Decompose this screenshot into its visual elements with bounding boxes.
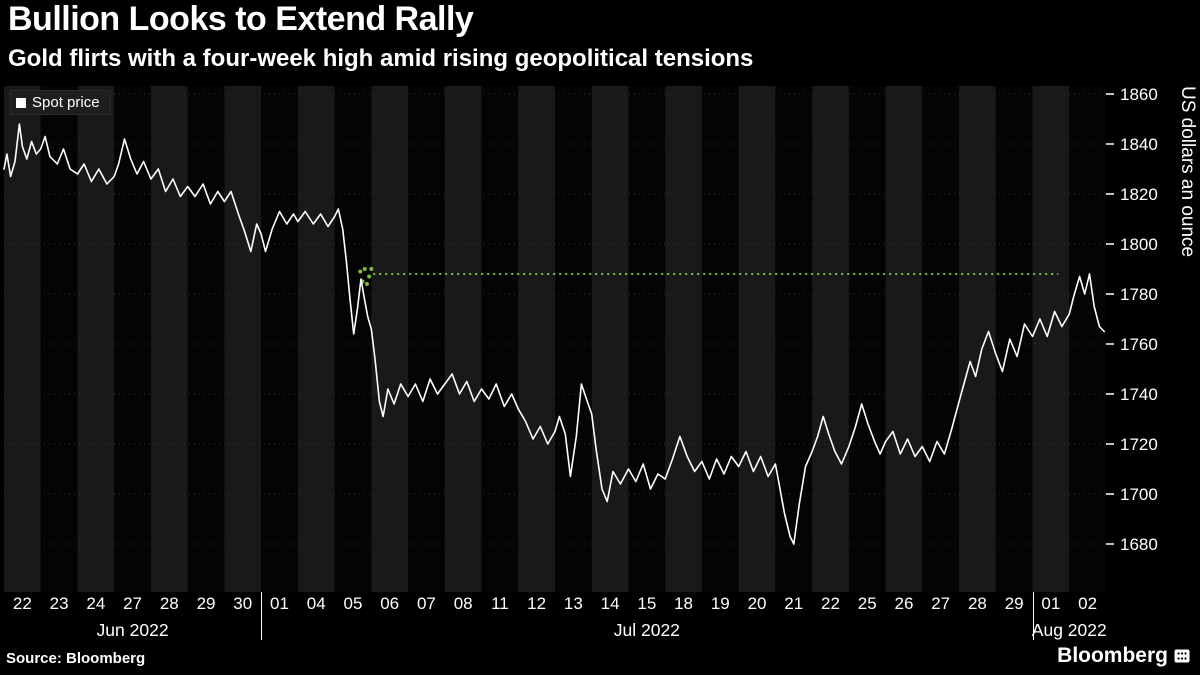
price-line [3, 123, 1105, 545]
y-tick-label: 1720 [1120, 435, 1158, 454]
reference-marker [362, 267, 367, 271]
y-tick-label: 1840 [1120, 135, 1158, 154]
day-band [150, 86, 188, 592]
x-tick-label: 05 [343, 594, 363, 613]
day-band [1069, 86, 1106, 592]
x-tick-label: 22 [12, 594, 32, 613]
bloomberg-wordmark: Bloomberg [1057, 644, 1190, 668]
bloomberg-wordmark-text: Bloomberg [1057, 644, 1168, 667]
day-band [4, 86, 41, 592]
x-tick-label: 30 [233, 594, 253, 613]
x-tick-label: 27 [123, 594, 143, 613]
month-label: Jun 2022 [96, 620, 169, 640]
day-band [922, 86, 960, 592]
day-band [77, 86, 115, 592]
page-title: Bullion Looks to Extend Rally [8, 0, 474, 38]
x-tick-label: 27 [931, 594, 951, 613]
legend: Spot price [10, 90, 111, 115]
x-tick-label: 23 [49, 594, 69, 613]
x-tick-label: 14 [600, 594, 620, 613]
x-tick-label: 15 [637, 594, 657, 613]
day-band [408, 86, 445, 592]
x-axis: 22 23 24 27 28 29 30 Jun 2022 01 04 05 06 07 08 11 12 13… [0, 592, 1200, 652]
reference-marker [358, 269, 363, 274]
x-tick-label: 13 [563, 594, 583, 613]
x-tick-label: 01 [1041, 594, 1061, 613]
day-band [371, 86, 409, 592]
day-band [518, 86, 555, 592]
day-band [555, 86, 592, 592]
x-tick-label: 04 [306, 594, 326, 613]
day-band [114, 86, 151, 592]
month-separator [1032, 592, 1034, 640]
x-tick-label: 02 [1078, 594, 1098, 613]
x-tick-label: 01 [270, 594, 289, 613]
month-separator [261, 592, 263, 640]
day-band [701, 86, 739, 592]
reference-marker [369, 267, 374, 271]
x-tick-label: 25 [857, 594, 877, 613]
reference-marker [367, 274, 372, 279]
day-band [885, 86, 923, 592]
month-label: Aug 2022 [1031, 620, 1107, 640]
bloomberg-logo-icon [1174, 649, 1190, 663]
day-band [848, 86, 886, 592]
reference-marker [364, 282, 369, 286]
legend-label: Spot price [32, 94, 100, 111]
x-tick-label: 29 [1004, 594, 1024, 613]
chart-subtitle: Gold flirts with a four-week high amid r… [8, 45, 754, 72]
x-tick-label: 07 [416, 594, 436, 613]
x-tick-label: 21 [784, 594, 804, 613]
day-band [995, 86, 1033, 592]
x-tick-label: 18 [674, 594, 694, 613]
day-band [481, 86, 519, 592]
day-band [297, 86, 335, 592]
day-band [959, 86, 996, 592]
day-band [665, 86, 702, 592]
legend-swatch-icon [16, 97, 26, 108]
y-tick-label: 1740 [1120, 385, 1158, 404]
x-tick-label: 20 [747, 594, 767, 613]
day-band [40, 86, 78, 592]
x-tick-label: 11 [491, 594, 509, 613]
day-band [444, 86, 482, 592]
x-tick-label: 19 [710, 594, 730, 613]
source-attribution: Source: Bloomberg [6, 650, 146, 667]
day-band [591, 86, 629, 592]
gold-spot-price-chart: 1860 1840 1820 1800 1780 1760 1740 1720 1700 1680 [3, 86, 1158, 592]
day-band [224, 86, 262, 592]
y-axis-title: US dollars an ounce [1177, 86, 1198, 258]
month-label: Jul 2022 [613, 620, 680, 640]
day-band [187, 86, 225, 592]
y-tick-label: 1780 [1120, 285, 1158, 304]
y-tick-label: 1680 [1120, 535, 1158, 554]
day-band [1032, 86, 1070, 592]
y-tick-label: 1760 [1120, 335, 1158, 354]
x-tick-label: 22 [821, 594, 840, 613]
x-tick-label: 26 [894, 594, 914, 613]
y-tick-label: 1700 [1120, 485, 1158, 504]
day-band [628, 86, 666, 592]
x-tick-label: 08 [453, 594, 473, 613]
day-band [334, 86, 372, 592]
day-band [812, 86, 849, 592]
x-tick-label: 29 [196, 594, 216, 613]
x-tick-label: 24 [86, 594, 106, 613]
y-tick-label: 1860 [1120, 86, 1158, 104]
x-tick-label: 06 [380, 594, 400, 613]
day-band [738, 86, 776, 592]
x-tick-label: 28 [967, 594, 987, 613]
day-band [775, 86, 813, 592]
x-tick-label: 12 [527, 594, 547, 613]
y-tick-label: 1820 [1120, 185, 1158, 204]
y-tick-label: 1800 [1120, 235, 1158, 254]
x-tick-label: 28 [159, 594, 179, 613]
day-band [261, 86, 298, 592]
